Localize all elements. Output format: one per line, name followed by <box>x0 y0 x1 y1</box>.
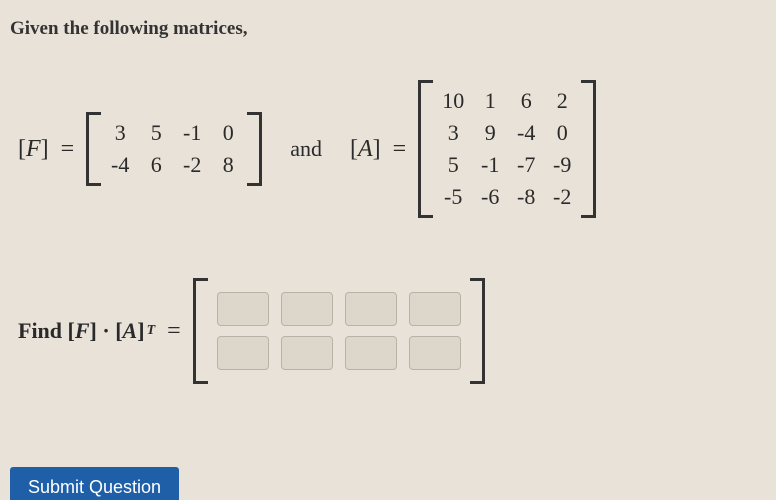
answer-input[interactable] <box>281 292 333 326</box>
matrix-cell: 6 <box>146 152 166 178</box>
matrix-cell: -9 <box>552 152 572 178</box>
submit-button[interactable]: Submit Question <box>10 467 179 500</box>
answer-input[interactable] <box>345 336 397 370</box>
answer-input[interactable] <box>409 292 461 326</box>
matrix-cell: 8 <box>218 152 238 178</box>
prompt-text: Given the following matrices, <box>10 18 776 40</box>
matrix-cell: -2 <box>552 184 572 210</box>
matrix-cell: 5 <box>443 152 463 178</box>
matrix-cell: 5 <box>146 120 166 146</box>
matrix-cell: 0 <box>552 120 572 146</box>
matrix-f: 35 -1 0 -4 6 -2 8 <box>86 112 262 186</box>
matrix-cell: 0 <box>218 120 238 146</box>
equals-sign: = <box>61 136 75 163</box>
matrix-cell: 10 <box>442 88 464 114</box>
matrix-cell: 6 <box>516 88 536 114</box>
equals-sign: = <box>167 318 181 345</box>
matrix-cell: -4 <box>516 120 536 146</box>
given-matrices-row: [F] = 35-10-46-28 and [A] = 1016239-405-… <box>18 80 776 218</box>
matrix-a: 10 162 39 -4 0 5 -1 -7 -9 -5 -6 -8 -2 <box>418 80 596 218</box>
matrix-cell: -8 <box>516 184 536 210</box>
equals-sign: = <box>393 136 407 163</box>
matrix-cell: 9 <box>480 120 500 146</box>
matrix-cell: -6 <box>480 184 500 210</box>
matrix-cell: 1 <box>480 88 500 114</box>
result-expression: Find [F] · [A]T <box>18 318 155 344</box>
result-row: Find [F] · [A]T = <box>18 278 776 384</box>
answer-input[interactable] <box>281 336 333 370</box>
matrix-cell: 3 <box>110 120 130 146</box>
answer-input[interactable] <box>409 336 461 370</box>
answer-input[interactable] <box>217 336 269 370</box>
matrix-a-label: [A] <box>350 136 381 163</box>
answer-input[interactable] <box>345 292 397 326</box>
matrix-f-label: [F] <box>18 136 49 163</box>
matrix-cell: -4 <box>110 152 130 178</box>
matrix-cell: -1 <box>480 152 500 178</box>
matrix-cell: 3 <box>443 120 463 146</box>
matrix-cell: -5 <box>443 184 463 210</box>
result-matrix <box>193 278 485 384</box>
matrix-cell: -1 <box>182 120 202 146</box>
matrix-cell: -7 <box>516 152 536 178</box>
answer-input[interactable] <box>217 292 269 326</box>
connector-text: and <box>290 136 322 162</box>
matrix-cell: -2 <box>182 152 202 178</box>
matrix-cell: 2 <box>552 88 572 114</box>
